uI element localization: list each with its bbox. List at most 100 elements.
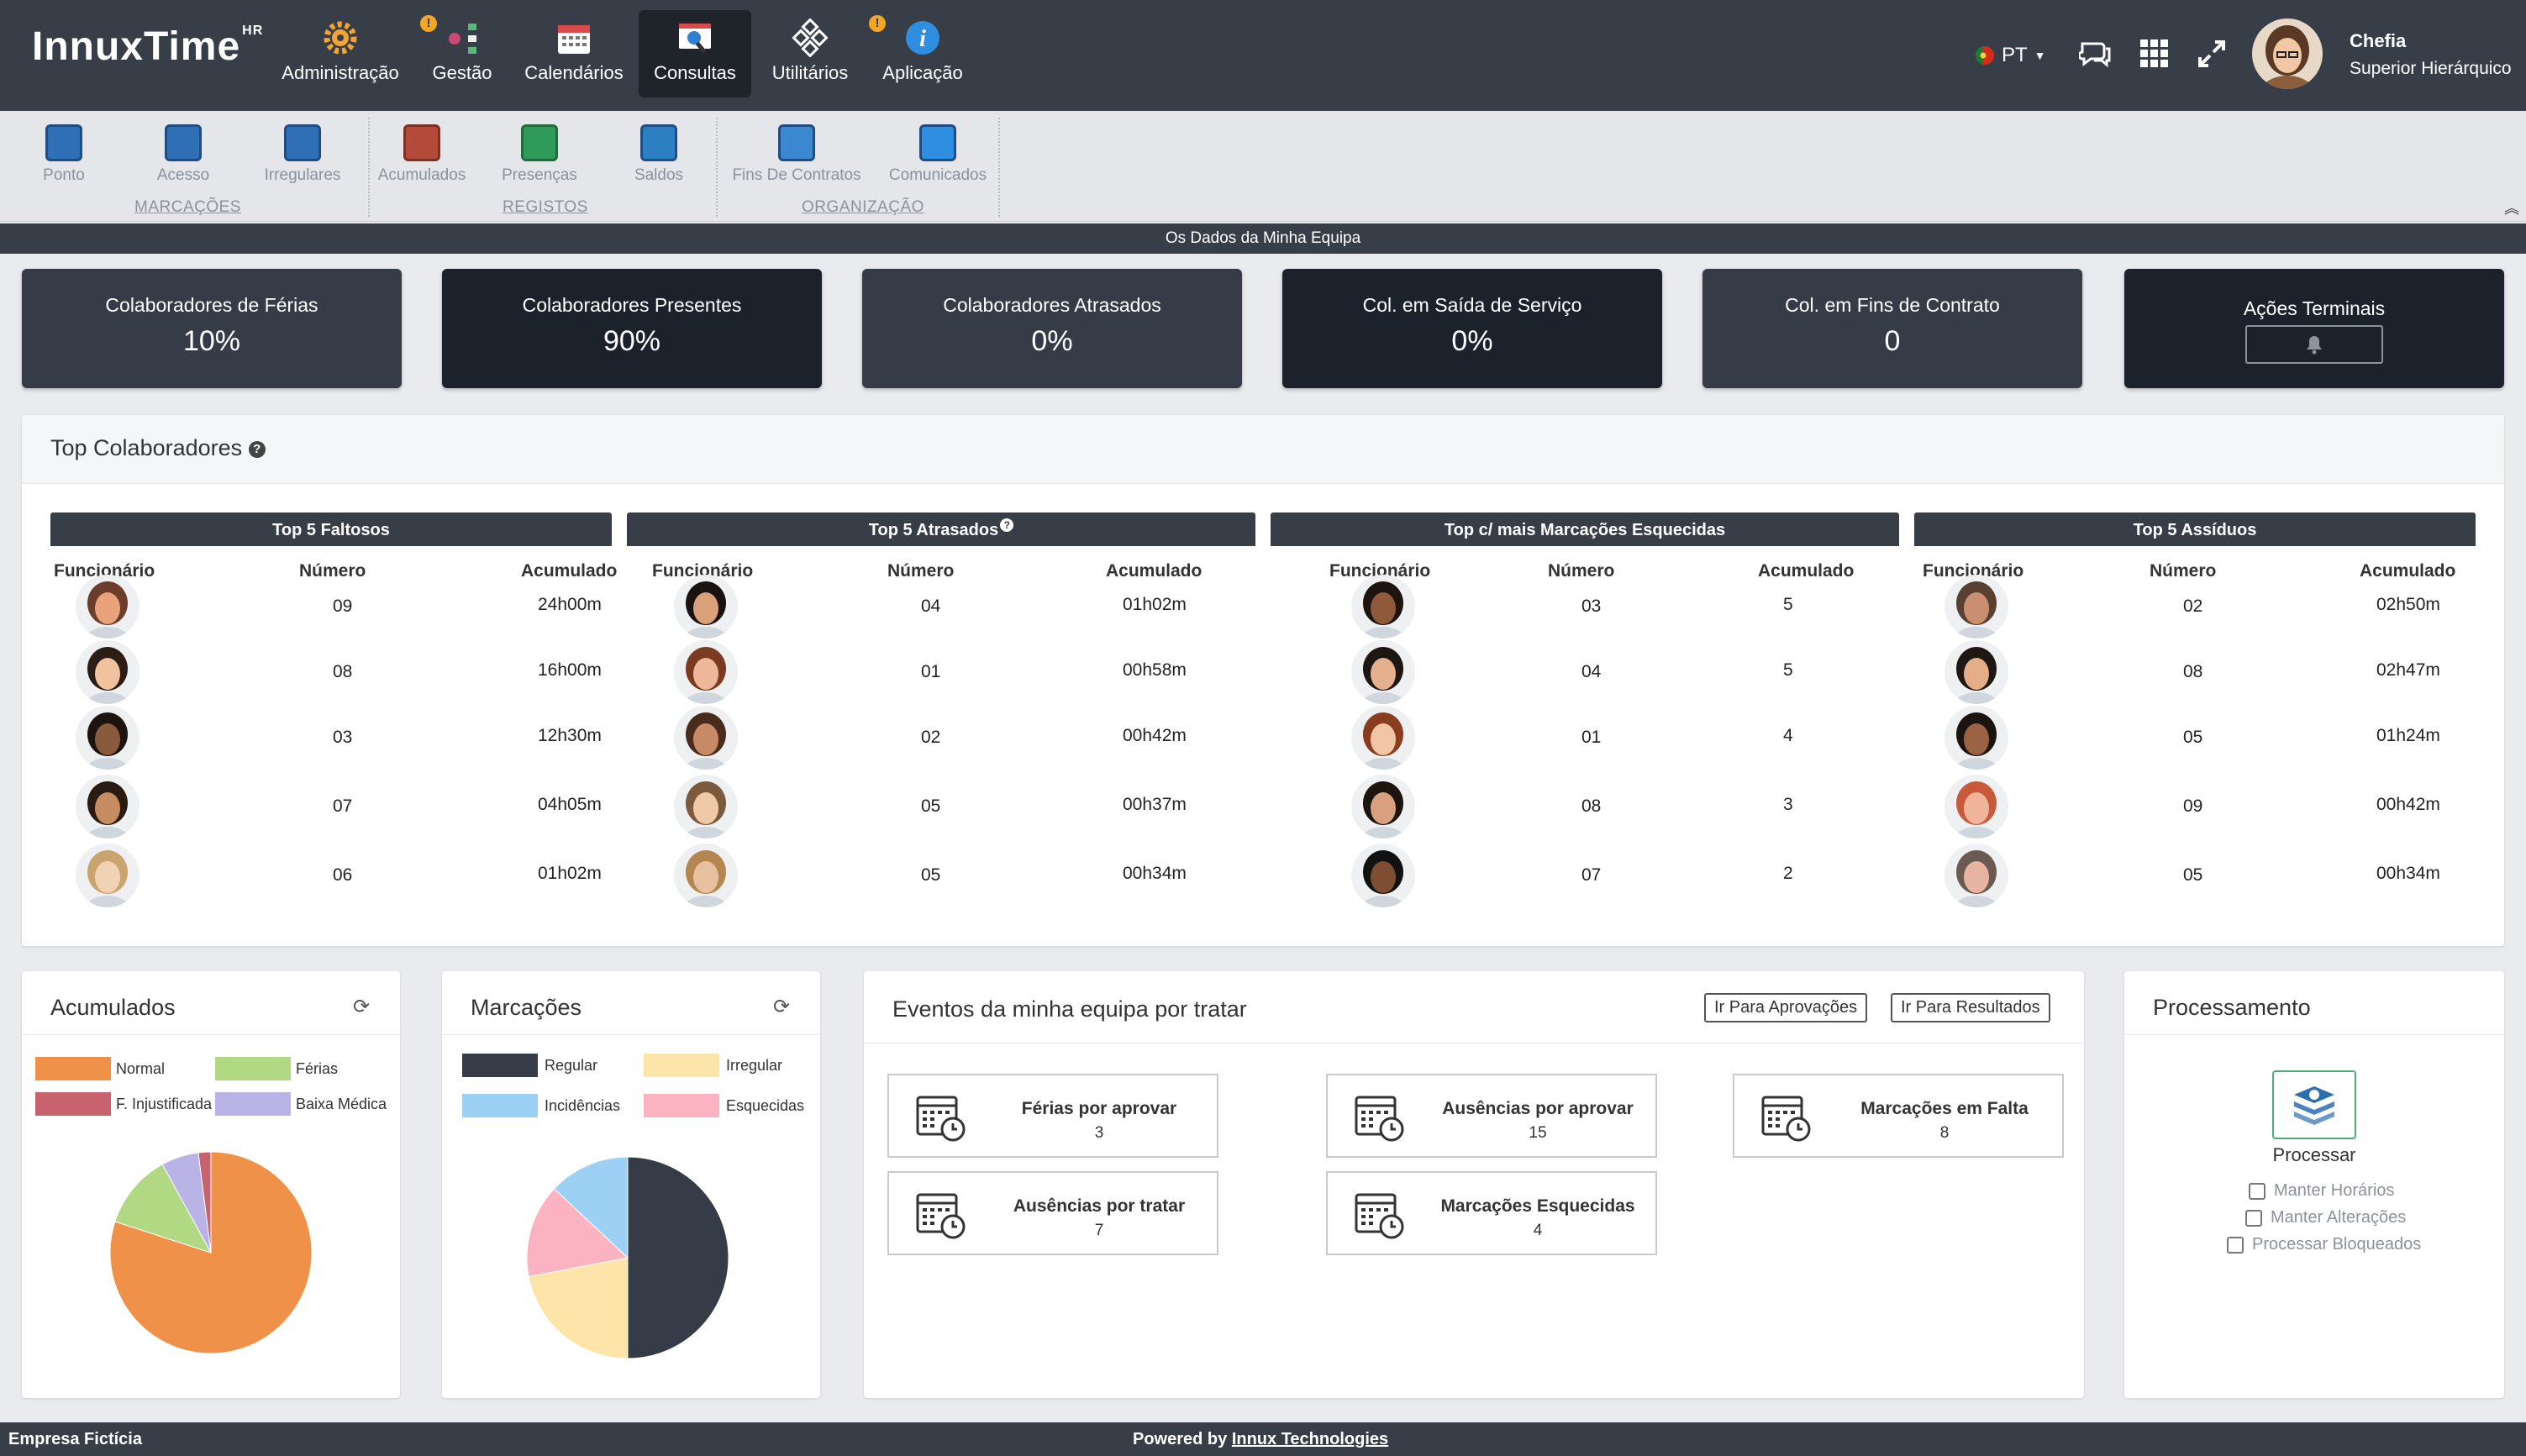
pie-slice-f-injustificada[interactable] — [197, 1151, 212, 1254]
subnav-ponto[interactable]: Ponto — [13, 124, 114, 185]
go-to-results-button[interactable]: Ir Para Resultados — [1891, 993, 2050, 1022]
employee-avatar[interactable] — [76, 844, 139, 907]
subnav-fins-contratos[interactable]: Fins De Contratos — [721, 124, 872, 185]
pie-slice-regular[interactable] — [627, 1156, 729, 1359]
nav-utilitarios[interactable]: Utilitários — [760, 10, 860, 97]
legend-item[interactable]: Regular — [462, 1054, 647, 1077]
subnav-comunicados[interactable]: Comunicados — [879, 124, 997, 185]
pie-slice-f-rias[interactable] — [114, 1164, 213, 1254]
user-avatar[interactable] — [2252, 18, 2323, 89]
subnav-irregulares[interactable]: Irregulares — [252, 124, 353, 185]
nav-aplicacao[interactable]: ! i Aplicação — [869, 10, 976, 97]
event-ferias-por-aprovar[interactable]: Férias por aprovar 3 — [887, 1074, 1218, 1158]
calendar-clock-icon — [1761, 1096, 1811, 1142]
legend-swatch — [462, 1094, 538, 1117]
marcacoes-pie-chart[interactable] — [523, 1153, 733, 1363]
bell-icon — [2307, 336, 2322, 355]
nav-label: Consultas — [654, 62, 736, 83]
stat-card-presentes[interactable]: Colaboradores Presentes 90% — [442, 269, 822, 388]
legend-label: Normal — [116, 1059, 166, 1077]
employee-avatar[interactable] — [76, 575, 139, 639]
employee-avatar[interactable] — [674, 706, 738, 770]
legend-item[interactable]: Baixa Médica — [215, 1092, 400, 1116]
fullscreen-icon[interactable] — [2197, 39, 2227, 69]
legend-item[interactable]: F. Injustificada — [35, 1092, 220, 1116]
employee-accumulated: 2 — [1783, 864, 1793, 883]
employee-avatar[interactable] — [674, 575, 738, 639]
employee-accumulated: 00h34m — [2376, 864, 2440, 883]
stat-card-fins-contrato[interactable]: Col. em Fins de Contrato 0 — [1702, 269, 2082, 388]
employee-avatar[interactable] — [674, 775, 738, 838]
option-manter-horarios[interactable]: Manter Horários — [2249, 1181, 2394, 1201]
innux-link[interactable]: Innux Technologies — [1231, 1430, 1389, 1448]
employee-avatar[interactable] — [1351, 706, 1415, 770]
employee-avatar[interactable] — [76, 640, 139, 704]
legend-item[interactable]: Férias — [215, 1057, 400, 1080]
employee-avatar[interactable] — [1351, 844, 1415, 907]
checkbox[interactable] — [2249, 1182, 2266, 1200]
employee-avatar[interactable] — [1351, 575, 1415, 639]
employee-avatar[interactable] — [674, 844, 738, 907]
help-icon[interactable]: ? — [248, 440, 266, 458]
event-ausencias-por-tratar[interactable]: Ausências por tratar 7 — [887, 1171, 1218, 1255]
employee-avatar[interactable] — [674, 640, 738, 704]
subnav-label: Presenças — [502, 166, 577, 184]
go-to-approvals-button[interactable]: Ir Para Aprovações — [1704, 993, 1868, 1022]
event-marcacoes-esquecidas[interactable]: Marcações Esquecidas 4 — [1326, 1171, 1657, 1255]
legend-item[interactable]: Esquecidas — [644, 1094, 829, 1117]
refresh-icon[interactable]: ⟳ — [773, 996, 791, 1018]
employee-avatar[interactable] — [1944, 640, 2008, 704]
warning-badge: ! — [869, 15, 886, 32]
checkbox[interactable] — [2227, 1236, 2244, 1254]
event-marcacoes-em-falta[interactable]: Marcações em Falta 8 — [1733, 1074, 2064, 1158]
option-manter-alteracoes[interactable]: Manter Alterações — [2245, 1208, 2406, 1227]
process-button[interactable] — [2272, 1070, 2356, 1139]
collapse-icon[interactable]: ︽ — [2504, 200, 2519, 217]
acumulados-pie-chart[interactable] — [106, 1148, 316, 1358]
employee-avatar[interactable] — [1351, 775, 1415, 838]
terminal-actions-button[interactable] — [2245, 325, 2383, 364]
user-role: Superior Hierárquico — [2350, 59, 2512, 78]
checkbox[interactable] — [2245, 1209, 2262, 1227]
employee-accumulated: 01h02m — [538, 864, 602, 883]
employee-accumulated: 12h30m — [538, 726, 602, 745]
subnav-acesso[interactable]: Acesso — [133, 124, 234, 185]
help-icon[interactable]: ? — [1000, 518, 1014, 533]
apps-grid-icon[interactable] — [2139, 39, 2170, 69]
employee-avatar[interactable] — [1351, 640, 1415, 704]
nav-consultas[interactable]: Consultas — [639, 10, 751, 97]
eventos-panel: Eventos da minha equipa por tratar Ir Pa… — [864, 971, 2084, 1398]
option-processar-bloqueados[interactable]: Processar Bloqueados — [2227, 1235, 2421, 1254]
employee-number: 01 — [1581, 728, 1602, 747]
subnav-presencas[interactable]: Presenças — [489, 124, 590, 185]
employee-avatar[interactable] — [1944, 844, 2008, 907]
subnav-saldos[interactable]: Saldos — [608, 124, 709, 185]
legend-item[interactable]: Irregular — [644, 1054, 829, 1077]
refresh-icon[interactable]: ⟳ — [353, 996, 371, 1018]
nav-calendarios[interactable]: Calendários — [519, 10, 629, 97]
stat-card-ferias[interactable]: Colaboradores de Férias 10% — [22, 269, 402, 388]
pie-slice-irregular[interactable] — [528, 1257, 629, 1359]
pie-slice-esquecidas[interactable] — [526, 1188, 629, 1278]
employee-avatar[interactable] — [1944, 575, 2008, 639]
language-selector[interactable]: PT ▼ — [1975, 44, 2046, 67]
legend-item[interactable]: Incidências — [462, 1094, 647, 1117]
employee-avatar[interactable] — [1944, 775, 2008, 838]
calendar-clock-icon — [1355, 1193, 1404, 1239]
subnav-acumulados[interactable]: Acumulados — [371, 124, 472, 185]
employee-accumulated: 00h34m — [1123, 864, 1187, 883]
pie-slice-incid-ncias[interactable] — [553, 1156, 629, 1259]
nav-administracao[interactable]: Administração — [277, 10, 403, 97]
employee-avatar[interactable] — [1944, 706, 2008, 770]
employee-avatar[interactable] — [76, 775, 139, 838]
app-logo[interactable]: InnuxTime HR — [32, 24, 264, 69]
legend-item[interactable]: Normal — [35, 1057, 220, 1080]
event-ausencias-por-aprovar[interactable]: Ausências por aprovar 15 — [1326, 1074, 1657, 1158]
employee-number: 03 — [1581, 597, 1602, 616]
employee-avatar[interactable] — [76, 706, 139, 770]
chat-icon[interactable] — [2079, 39, 2113, 69]
nav-gestao[interactable]: ! Gestão — [420, 10, 504, 97]
panel-title: Processamento — [2153, 995, 2311, 1020]
stat-card-atrasados[interactable]: Colaboradores Atrasados 0% — [862, 269, 1242, 388]
stat-card-saida[interactable]: Col. em Saída de Serviço 0% — [1282, 269, 1662, 388]
